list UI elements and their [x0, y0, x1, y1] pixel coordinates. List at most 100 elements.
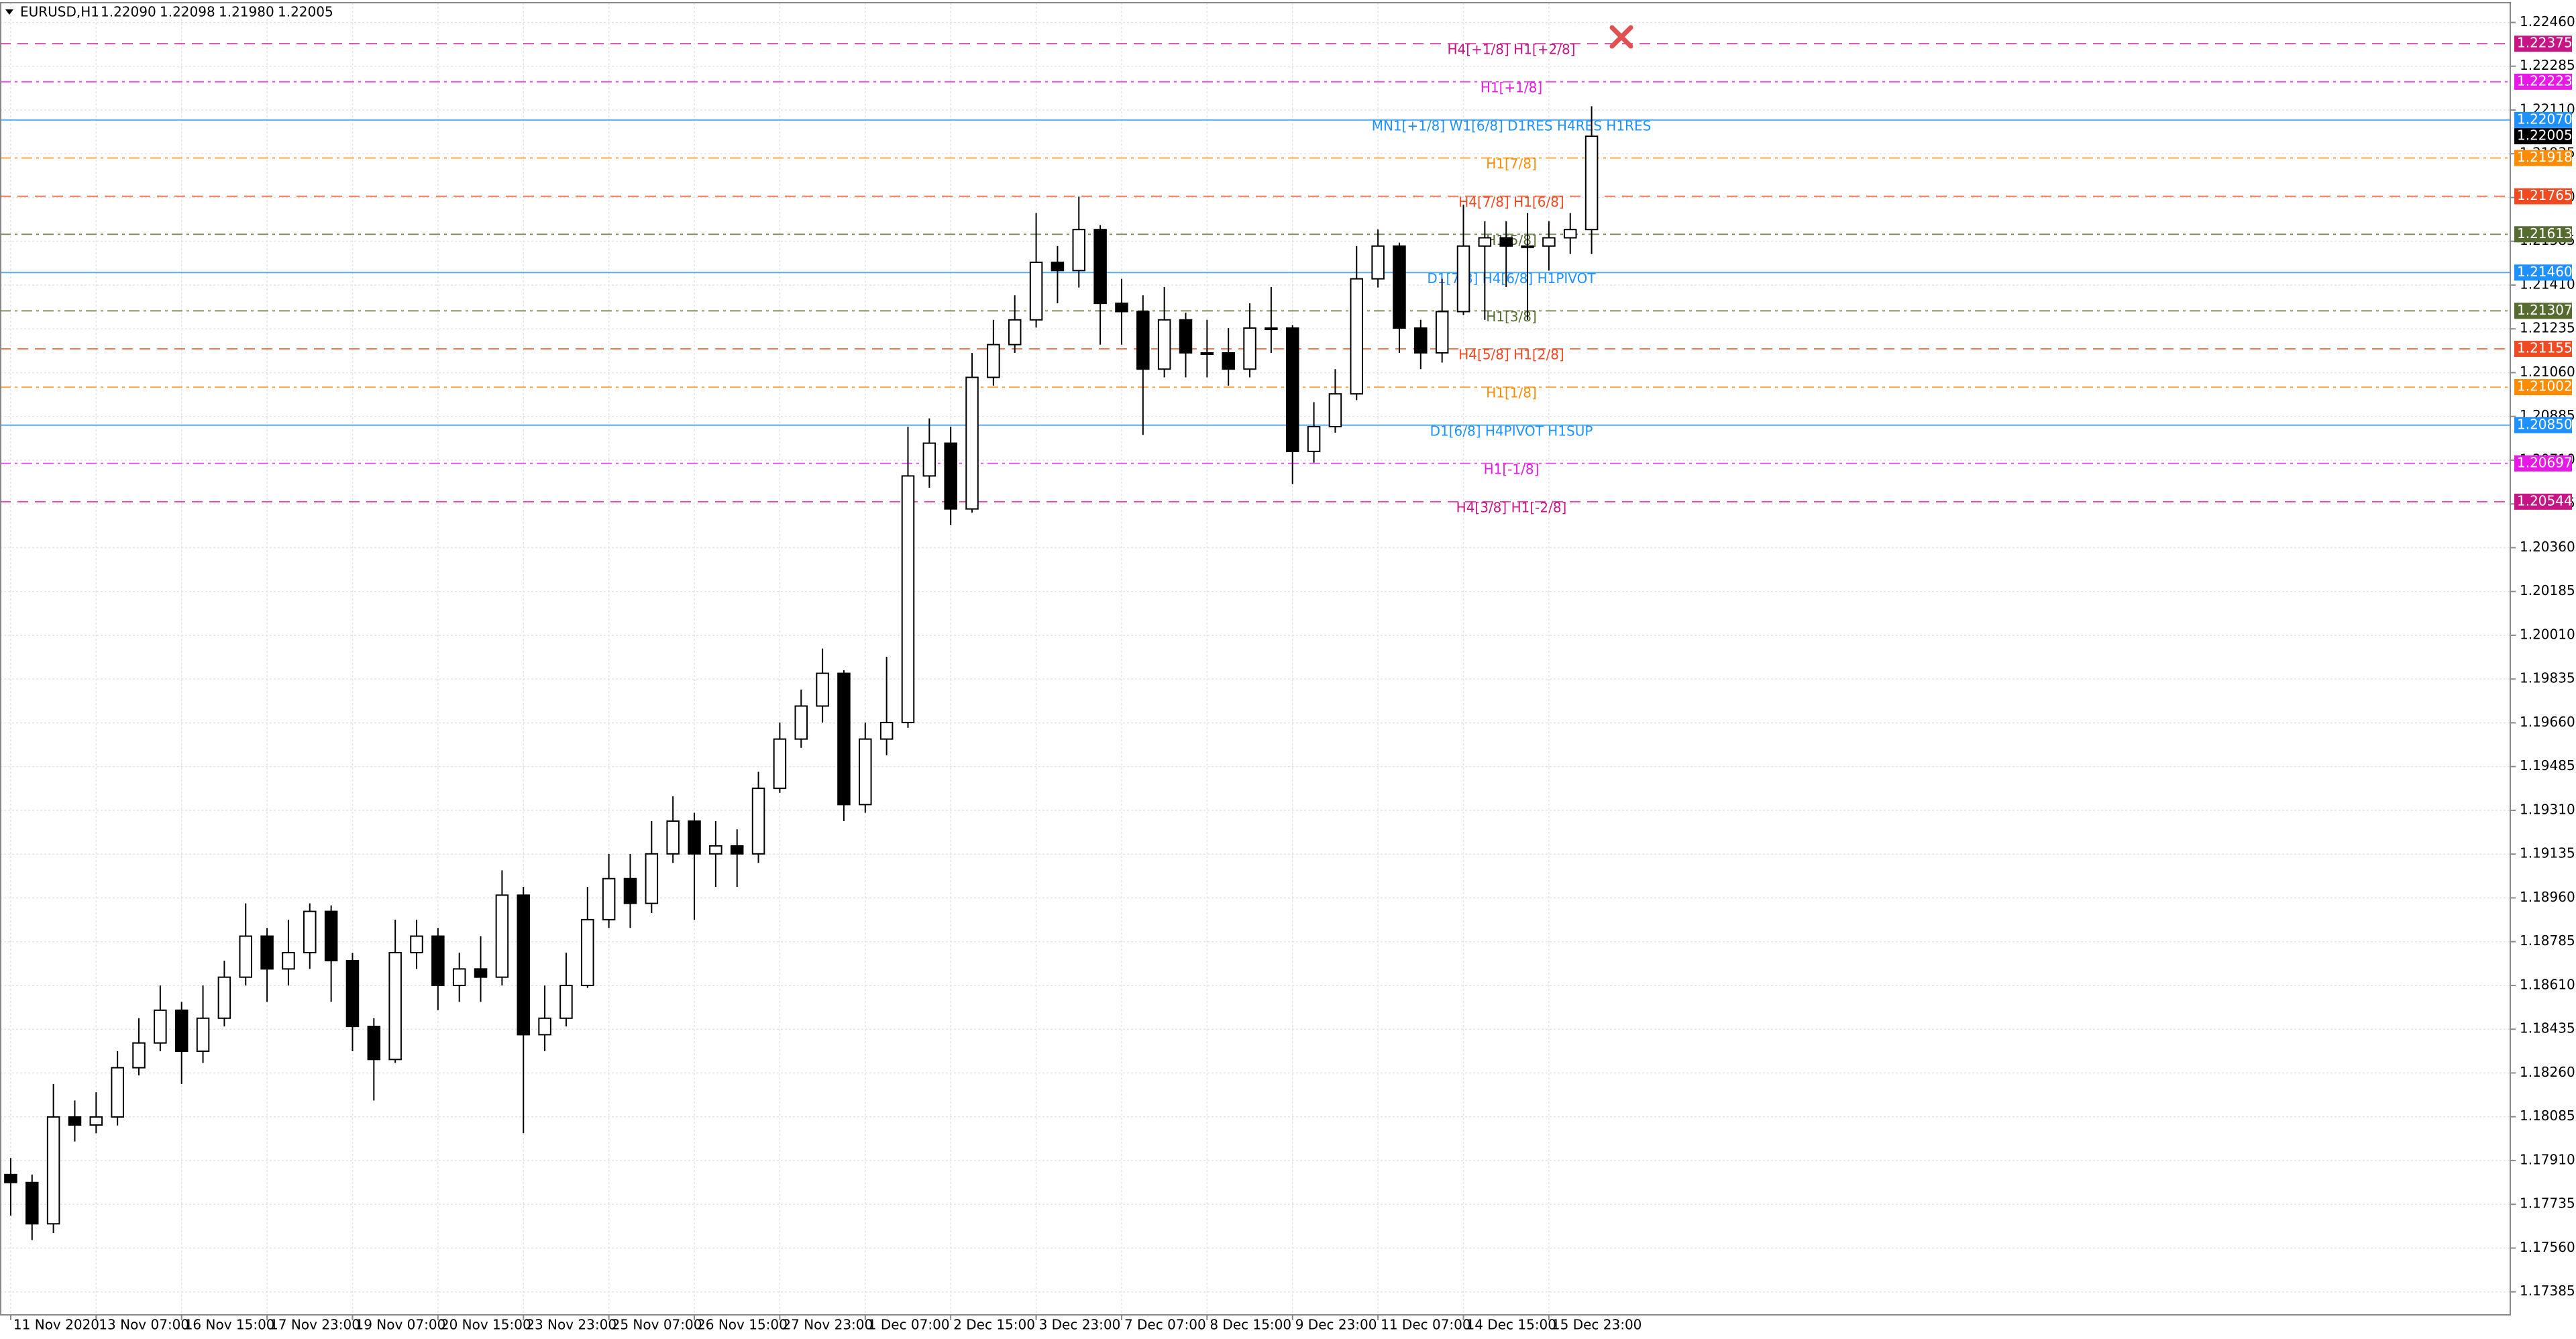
- level-text: H1[7/8]: [1486, 156, 1537, 172]
- candle-body: [559, 984, 573, 1019]
- candle-body: [1478, 237, 1492, 247]
- candle-body: [345, 960, 360, 1028]
- candle-body: [602, 877, 616, 920]
- level-price-label: 1.20544: [2517, 492, 2573, 508]
- level-text: H4[3/8] H1[-2/8]: [1456, 499, 1567, 515]
- candle-body: [987, 343, 1000, 378]
- candle-body: [260, 935, 274, 970]
- level-text: H4[5/8] H1[2/8]: [1458, 347, 1564, 363]
- candle-body: [538, 1017, 551, 1036]
- candle-body: [1521, 245, 1534, 248]
- level-price-box: [2514, 303, 2572, 319]
- current-price-box: [2514, 128, 2572, 145]
- header-value: 1.22098: [160, 4, 215, 20]
- x-tick-label: 14 Dec 15:00: [1466, 1317, 1557, 1333]
- level-price-box: [2514, 36, 2572, 52]
- level-price-label: 1.21765: [2517, 187, 2573, 203]
- candle-body: [1307, 425, 1321, 452]
- candle-body: [1093, 229, 1107, 305]
- level-price-box: [2514, 73, 2572, 90]
- candle-body: [196, 1017, 210, 1053]
- level-price-label: 1.20697: [2517, 454, 2573, 470]
- candle-body: [154, 1009, 167, 1044]
- candle-body: [1585, 136, 1599, 231]
- x-tick-label: 8 Dec 15:00: [1210, 1317, 1291, 1333]
- candle-body: [282, 952, 295, 970]
- candle-body: [431, 935, 445, 986]
- level-price-box: [2514, 455, 2572, 472]
- level-price-label: 1.21613: [2517, 225, 2573, 242]
- level-price-box: [2514, 493, 2572, 510]
- y-tick-label: 1.18435: [2520, 1020, 2575, 1036]
- candle-body: [46, 1116, 60, 1225]
- level-price-box: [2514, 341, 2572, 358]
- close-icon[interactable]: [1609, 25, 1633, 49]
- candle-body: [1350, 278, 1364, 395]
- y-tick-label: 1.17735: [2520, 1195, 2575, 1212]
- candle-body: [1285, 327, 1299, 452]
- level-price-box: [2514, 379, 2572, 396]
- candle-body: [410, 935, 423, 954]
- current-price-label: 1.22005: [2517, 127, 2573, 144]
- candle-body: [367, 1026, 381, 1061]
- y-tick-label: 1.21235: [2520, 320, 2575, 336]
- x-tick-label: 19 Nov 07:00: [355, 1317, 445, 1333]
- candle-body: [1243, 327, 1256, 370]
- candle-body: [452, 968, 466, 986]
- level-price-box: [2514, 264, 2572, 281]
- candle-body: [1328, 393, 1342, 427]
- candle-body: [1222, 352, 1235, 370]
- level-price-label: 1.21460: [2517, 264, 2573, 280]
- close-x[interactable]: [1609, 25, 1633, 49]
- y-tick-label: 1.22460: [2520, 13, 2575, 30]
- candle-body: [1029, 262, 1043, 321]
- candle-body: [773, 738, 787, 790]
- candle-body: [68, 1116, 82, 1126]
- candle-body: [474, 968, 488, 978]
- axes: [0, 2, 2516, 1320]
- candle-body: [111, 1067, 124, 1118]
- header-value: 1.21980: [219, 4, 274, 20]
- candle-body: [1414, 327, 1428, 354]
- level-price-label: 1.22375: [2517, 35, 2573, 51]
- y-tick-label: 1.19310: [2520, 801, 2575, 817]
- y-tick-label: 1.19660: [2520, 714, 2575, 730]
- candle-body: [1157, 319, 1171, 370]
- x-tick-label: 7 Dec 07:00: [1124, 1317, 1206, 1333]
- y-tick-label: 1.18785: [2520, 932, 2575, 949]
- candle-body: [25, 1181, 39, 1225]
- x-tick-label: 13 Nov 07:00: [99, 1317, 189, 1333]
- candle-body: [688, 820, 701, 855]
- candle-body: [517, 894, 531, 1036]
- candle-body: [324, 910, 338, 962]
- candle-body: [645, 853, 659, 904]
- candle-body: [89, 1116, 103, 1126]
- candle-body: [174, 1009, 189, 1053]
- candle-body: [1456, 245, 1470, 313]
- candles: [4, 106, 1599, 1240]
- candle-body: [1563, 229, 1577, 239]
- x-tick-label: 27 Nov 23:00: [782, 1317, 873, 1333]
- labels: 1.17385 1.17560 1.17735 1.17910 1.18085 1.182…: [13, 13, 2575, 1333]
- candle-body: [239, 935, 252, 978]
- candle-body: [1179, 319, 1193, 354]
- level-price-box: [2514, 111, 2572, 128]
- level-text: H4[+1/8] H1[+2/8]: [1448, 42, 1576, 58]
- candle-body: [837, 672, 851, 806]
- x-tick-label: 2 Dec 15:00: [953, 1317, 1035, 1333]
- header-value: 1.22090: [101, 4, 156, 20]
- candle-body: [794, 705, 808, 740]
- candle-body: [623, 877, 637, 904]
- y-tick-label: 1.19135: [2520, 845, 2575, 861]
- level-price-label: 1.20850: [2517, 416, 2573, 432]
- candle-body: [4, 1173, 17, 1183]
- y-tick-label: 1.22285: [2520, 57, 2575, 73]
- x-tick-label: 17 Nov 23:00: [270, 1317, 360, 1333]
- candle-body: [495, 894, 509, 978]
- candle-body: [1371, 245, 1385, 280]
- candle-body: [1072, 229, 1086, 272]
- level-text: H1[-1/8]: [1484, 461, 1540, 477]
- x-tick-label: 11 Dec 07:00: [1381, 1317, 1471, 1333]
- x-tick-label: 26 Nov 15:00: [697, 1317, 788, 1333]
- y-tick-label: 1.18960: [2520, 889, 2575, 905]
